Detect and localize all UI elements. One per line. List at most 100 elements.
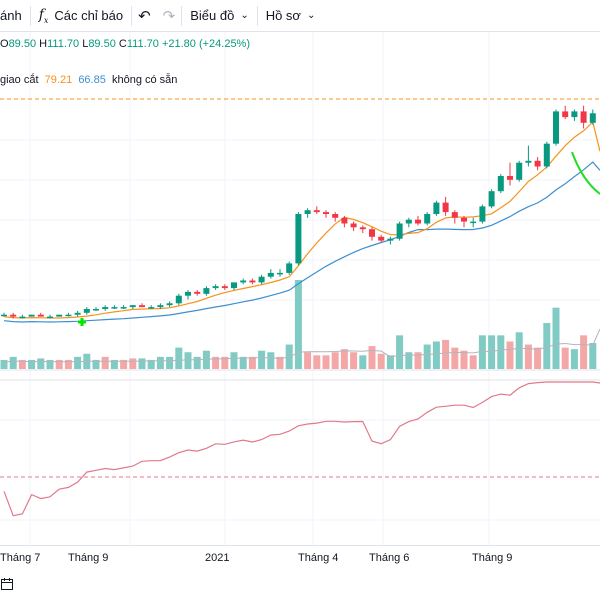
- volume-bar: [156, 356, 164, 369]
- candle-body: [350, 223, 357, 228]
- volume-bar: [580, 335, 588, 369]
- indicators-button[interactable]: fx Các chỉ báo: [31, 0, 131, 31]
- undo-button[interactable]: ↶: [132, 0, 157, 31]
- volume-bar: [313, 355, 321, 369]
- candle-body: [166, 303, 173, 306]
- candle-body: [442, 202, 449, 213]
- candle-body: [258, 276, 265, 283]
- candle-body: [461, 217, 467, 222]
- candle-body: [194, 291, 201, 294]
- ohlc-legend: O89.50 H111.70 L89.50 C111.70 +21.80 (+2…: [0, 38, 250, 50]
- candle-body: [102, 307, 109, 309]
- ohlc-close-key: C: [118, 38, 127, 50]
- volume-bar: [478, 335, 486, 369]
- volume-bar: [432, 341, 440, 369]
- volume-bar: [74, 356, 82, 369]
- candle-body: [286, 263, 293, 273]
- candle-body: [120, 307, 127, 309]
- volume-bar: [101, 356, 109, 369]
- candle-body: [525, 160, 532, 163]
- candle-body: [497, 176, 504, 192]
- candle-body: [451, 212, 458, 218]
- candle-body: [203, 288, 210, 294]
- profile-menu-label: Hồ sơ: [265, 8, 301, 23]
- toolbar-item-partial[interactable]: ánh: [0, 0, 30, 31]
- volume-bar: [193, 356, 201, 369]
- rsi-line: [3, 381, 600, 517]
- candle-body: [185, 291, 191, 296]
- volume-bar: [64, 359, 72, 369]
- candlesticks: [1, 105, 596, 319]
- volume-bar: [120, 359, 128, 369]
- candle-body: [47, 316, 53, 319]
- ma-legend-label: giao cắt: [0, 74, 39, 86]
- profile-menu-button[interactable]: Hồ sơ ⌄: [258, 0, 324, 31]
- candle-body: [516, 162, 523, 180]
- chart-menu-label: Biểu đồ: [190, 8, 235, 23]
- candle-body: [1, 314, 7, 317]
- volume-bar: [469, 355, 477, 369]
- volume-bar: [221, 356, 229, 369]
- volume-bar: [561, 347, 569, 369]
- candle-body: [562, 111, 569, 118]
- candle-body: [111, 307, 118, 309]
- volume-bar: [37, 358, 45, 369]
- volume-bar: [386, 355, 394, 369]
- redo-button[interactable]: ↷: [157, 0, 182, 31]
- ohlc-low-value: 89.50: [88, 38, 116, 50]
- volume-bar: [552, 307, 560, 369]
- candle-body: [359, 227, 366, 230]
- candle-body: [369, 229, 375, 237]
- time-axis-label: Tháng 7: [0, 552, 41, 564]
- ohlc-close-value: 111.70: [126, 38, 159, 50]
- volume-bar: [138, 358, 146, 369]
- volume-bar: [304, 352, 312, 369]
- volume-bar: [423, 344, 431, 369]
- candle-body: [74, 312, 81, 315]
- candle-body: [231, 282, 237, 289]
- candle-body: [415, 219, 421, 224]
- time-axis-label: Tháng 4: [298, 552, 339, 564]
- volume-bar: [460, 350, 468, 369]
- volume-bar: [543, 323, 551, 369]
- candle-body: [543, 143, 550, 167]
- ohlc-high-value: 111.70: [47, 38, 80, 50]
- volume-ma-line: [3, 328, 600, 363]
- candle-body: [387, 238, 394, 241]
- candle-body: [553, 111, 559, 144]
- ma-fast-value: 79.21: [44, 74, 73, 86]
- candle-body: [83, 309, 90, 313]
- function-icon: fx: [38, 6, 49, 25]
- candle-body: [332, 214, 339, 218]
- volume-bar: [368, 346, 376, 369]
- calendar-icon[interactable]: [0, 577, 14, 594]
- chevron-down-icon: ⌄: [306, 10, 316, 21]
- volume-bar: [488, 335, 496, 369]
- candle-body: [341, 217, 348, 224]
- volume-bar: [359, 355, 367, 369]
- volume-bar: [166, 356, 174, 369]
- candle-body: [433, 202, 440, 214]
- volume-bar: [405, 352, 413, 369]
- volume-bar: [322, 355, 330, 369]
- volume-bar: [175, 347, 183, 369]
- redo-icon: ↷: [162, 7, 176, 25]
- toolbar-divider: [256, 5, 258, 26]
- candle-body: [507, 176, 513, 180]
- volume-bar: [147, 359, 155, 369]
- candle-body: [267, 272, 274, 277]
- volume-bar: [331, 352, 339, 369]
- volume-bar: [55, 359, 63, 369]
- toolbar-item-partial-label: ánh: [0, 8, 22, 23]
- candle-body: [304, 210, 311, 214]
- candle-body: [93, 309, 99, 311]
- undo-icon: ↶: [138, 7, 151, 25]
- volume-bar: [276, 356, 284, 369]
- volume-bars: [0, 280, 597, 369]
- chart-menu-button[interactable]: Biểu đồ ⌄: [182, 0, 256, 31]
- volume-bar: [258, 350, 266, 369]
- time-axis-label: Tháng 9: [68, 552, 109, 564]
- volume-bar: [377, 353, 385, 369]
- ohlc-open-key: O: [0, 38, 9, 50]
